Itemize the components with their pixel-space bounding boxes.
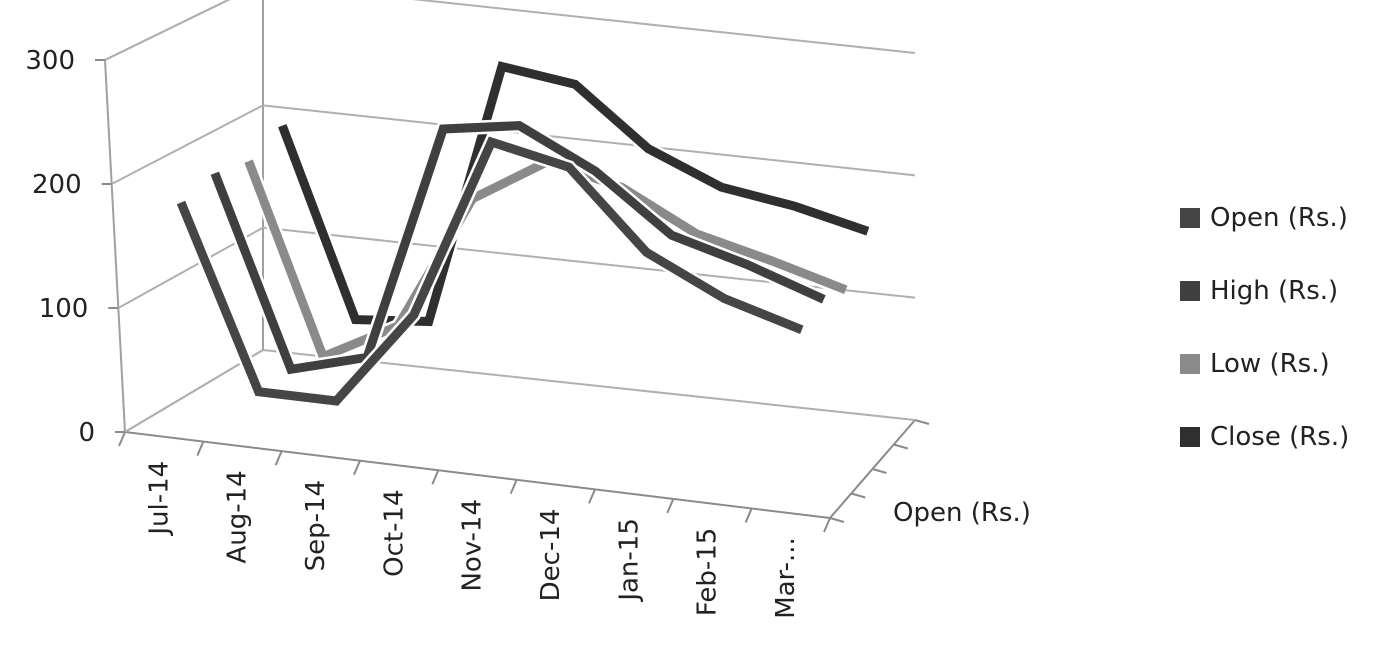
gridline-back xyxy=(262,104,916,177)
gridline-back xyxy=(411,0,916,54)
depth-axis: Open (Rs.) xyxy=(829,419,1031,528)
x-tick-mark xyxy=(274,450,283,466)
depth-tick-mark xyxy=(914,419,930,425)
x-tick-label: Feb-15 xyxy=(693,528,723,617)
x-tick-mark xyxy=(431,469,440,485)
x-tick-mark xyxy=(118,431,126,447)
depth-tick-mark xyxy=(829,517,845,523)
legend-item: Open (Rs.) xyxy=(1180,200,1395,236)
series-line xyxy=(176,136,804,406)
legend-label: Close (Rs.) xyxy=(1210,422,1350,452)
y-tick-label: 300 xyxy=(25,46,75,76)
side-wall-edge xyxy=(104,59,126,433)
legend-item: Close (Rs.) xyxy=(1180,419,1395,455)
gridline-side xyxy=(104,0,231,61)
x-tick-label: Jul-14 xyxy=(144,461,174,537)
series-lines xyxy=(174,58,871,409)
x-tick-label: Jan-15 xyxy=(614,518,644,603)
x-tick-mark xyxy=(823,517,831,533)
x-tick-mark xyxy=(744,508,753,523)
side-wall-top xyxy=(104,0,231,61)
legend-label: Open (Rs.) xyxy=(1210,203,1348,233)
depth-tick-mark xyxy=(893,443,909,450)
series-line xyxy=(210,121,826,375)
floor-front-edge xyxy=(124,431,831,519)
depth-tick-mark xyxy=(850,492,866,499)
gridline-side xyxy=(111,104,264,185)
x-tick-label: Aug-14 xyxy=(223,470,253,563)
depth-axis-label: Open (Rs.) xyxy=(893,498,1031,528)
x-tick-label: Oct-14 xyxy=(379,489,409,576)
legend-swatch xyxy=(1180,354,1200,374)
x-tick-mark xyxy=(509,479,518,495)
x-tick-label: Dec-14 xyxy=(536,509,566,602)
legend-item: High (Rs.) xyxy=(1180,273,1395,309)
legend-label: High (Rs.) xyxy=(1210,276,1339,306)
x-tick-mark xyxy=(588,488,596,504)
y-tick-label: 100 xyxy=(39,294,89,324)
depth-tick-mark xyxy=(872,468,887,474)
legend-item: Low (Rs.) xyxy=(1180,346,1395,382)
x-tick-label: Sep-14 xyxy=(301,480,331,571)
x-tick-mark xyxy=(196,441,205,456)
legend: Open (Rs.) High (Rs.) Low (Rs.) Close (Rs.) xyxy=(1180,200,1395,492)
y-axis-ticks: 0 100 200 300 xyxy=(25,46,125,448)
x-tick-label: Mar-... xyxy=(771,537,801,619)
y-tick-label: 0 xyxy=(78,418,95,448)
x-tick-label: Nov-14 xyxy=(458,499,488,592)
x-tick-mark xyxy=(353,460,361,476)
y-tick-label: 200 xyxy=(32,170,82,200)
legend-swatch xyxy=(1180,427,1200,447)
x-axis-ticks: Jul-14 Aug-14 Sep-14 Oct-14 Nov-14 Dec-14 Jan-… xyxy=(118,431,831,619)
chart-walls xyxy=(104,0,916,519)
legend-label: Low (Rs.) xyxy=(1210,349,1330,379)
legend-swatch xyxy=(1180,281,1200,301)
gridline-back xyxy=(262,226,916,299)
x-tick-mark xyxy=(666,498,675,514)
gridlines xyxy=(104,0,916,433)
legend-swatch xyxy=(1180,208,1200,228)
